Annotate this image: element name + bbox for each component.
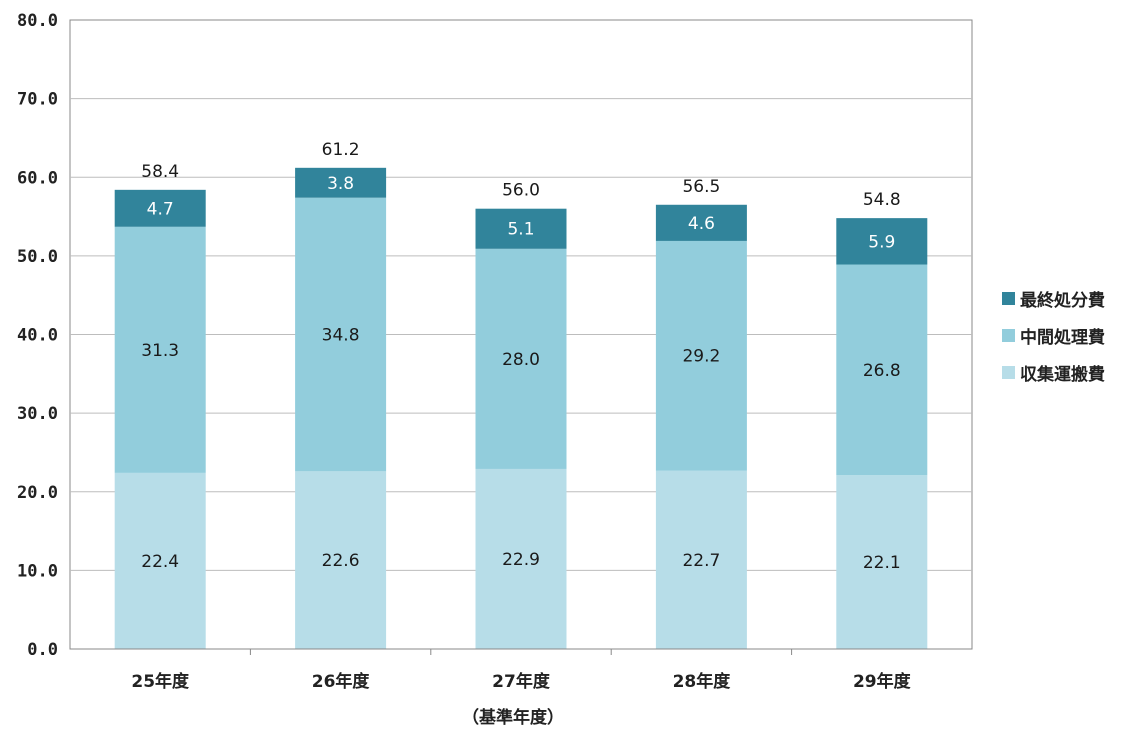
bar-segment [295, 167, 387, 198]
data-label: 31.3 [141, 341, 179, 361]
y-tick-label: 0.0 [27, 640, 58, 660]
total-label: 58.4 [141, 162, 179, 182]
total-label: 56.0 [502, 181, 540, 201]
data-label: 22.1 [863, 553, 901, 573]
bar-segment [836, 264, 928, 476]
bar-segment [295, 471, 387, 649]
legend-item-collection: 収集運搬費 [1002, 362, 1105, 385]
y-tick-label: 60.0 [17, 168, 58, 188]
y-tick-label: 10.0 [17, 561, 58, 581]
data-label: 34.8 [322, 326, 360, 346]
x-tick-label: 27年度 [492, 671, 551, 692]
data-label: 22.4 [141, 552, 179, 572]
legend-label-intermediate: 中間処理費 [1020, 327, 1105, 348]
bar-segment [655, 204, 747, 241]
data-label: 5.1 [507, 220, 534, 240]
data-label: 22.9 [502, 550, 540, 570]
data-label: 29.2 [682, 347, 720, 367]
x-tick-label: 26年度 [312, 671, 371, 692]
y-tick-label: 30.0 [17, 404, 58, 424]
legend-label-collection: 収集運搬費 [1020, 364, 1105, 385]
data-label: 4.7 [147, 199, 174, 219]
bar-segment [836, 475, 928, 649]
data-label: 3.8 [327, 174, 354, 194]
y-tick-label: 80.0 [17, 11, 58, 31]
bar-segment [475, 248, 567, 469]
bar-segment [114, 189, 206, 227]
bar-segment [655, 470, 747, 649]
x-tick-label: 25年度 [131, 671, 190, 692]
bar-segment [836, 218, 928, 265]
data-label: 26.8 [863, 361, 901, 381]
data-label: 4.6 [688, 214, 715, 234]
x-tick-label: 28年度 [673, 671, 732, 692]
y-tick-label: 70.0 [17, 90, 58, 110]
y-tick-label: 40.0 [17, 326, 58, 346]
data-label: 22.7 [682, 551, 720, 571]
data-label: 5.9 [868, 232, 895, 252]
total-label: 54.8 [863, 190, 901, 210]
legend-swatch-intermediate [1002, 328, 1015, 342]
bar-segment [475, 468, 567, 649]
legend-label-final-disposal: 最終処分費 [1020, 290, 1105, 311]
legend: 最終処分費 中間処理費 収集運搬費 [1002, 288, 1105, 399]
x-tick-label: 29年度 [853, 671, 912, 692]
legend-swatch-final-disposal [1002, 291, 1015, 305]
bar-segment [295, 197, 387, 472]
legend-item-final-disposal: 最終処分費 [1002, 288, 1105, 311]
bar-segment [114, 472, 206, 649]
x-axis-title: （基準年度） [462, 708, 564, 728]
legend-swatch-collection [1002, 365, 1015, 379]
bar-segment [655, 240, 747, 471]
data-label: 28.0 [502, 350, 540, 370]
y-tick-label: 20.0 [17, 483, 58, 503]
total-label: 56.5 [682, 177, 720, 197]
data-label: 22.6 [322, 551, 360, 571]
bar-segment [114, 226, 206, 473]
y-tick-label: 50.0 [17, 247, 58, 267]
total-label: 61.2 [322, 140, 360, 160]
legend-item-intermediate: 中間処理費 [1002, 325, 1105, 348]
bar-segment [475, 208, 567, 249]
